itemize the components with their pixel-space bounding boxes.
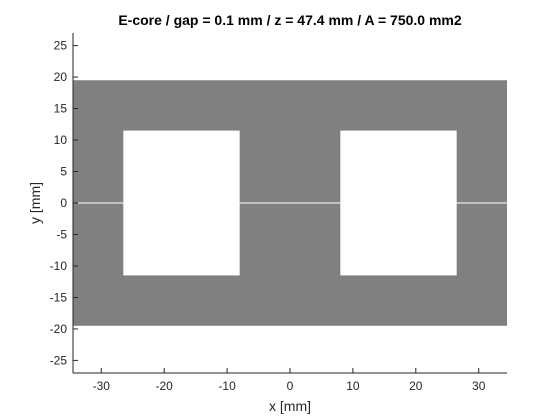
chart-title: E-core / gap = 0.1 mm / z = 47.4 mm / A …	[118, 12, 462, 28]
x-tick-label: 10	[346, 379, 360, 393]
y-tick-label: -5	[56, 227, 67, 241]
x-tick-label: 20	[409, 379, 423, 393]
y-tick-label: 15	[54, 102, 68, 116]
y-tick-label: -15	[50, 290, 68, 304]
x-tick-label: -30	[93, 379, 111, 393]
axes: -30 -20 -10 0 10 20 30 -25 -20 -15 -10 -5 0 5 10 15 20 25	[50, 33, 507, 393]
y-tick-label: 10	[54, 133, 68, 147]
x-axis-label: x [mm]	[269, 398, 311, 414]
plot-area	[73, 80, 507, 326]
x-tick-label: -20	[156, 379, 174, 393]
y-tick-label: 20	[54, 70, 68, 84]
x-tick-label: -10	[218, 379, 236, 393]
y-axis-label: y [mm]	[27, 182, 43, 224]
y-tick-label: -10	[50, 259, 68, 273]
y-tick-label: 0	[60, 196, 67, 210]
y-tick-label: 5	[60, 165, 67, 179]
y-tick-label: 25	[54, 39, 68, 53]
y-tick-label: -25	[50, 353, 68, 367]
x-tick-label: 0	[287, 379, 294, 393]
y-tick-label: -20	[50, 322, 68, 336]
x-tick-label: 30	[472, 379, 486, 393]
